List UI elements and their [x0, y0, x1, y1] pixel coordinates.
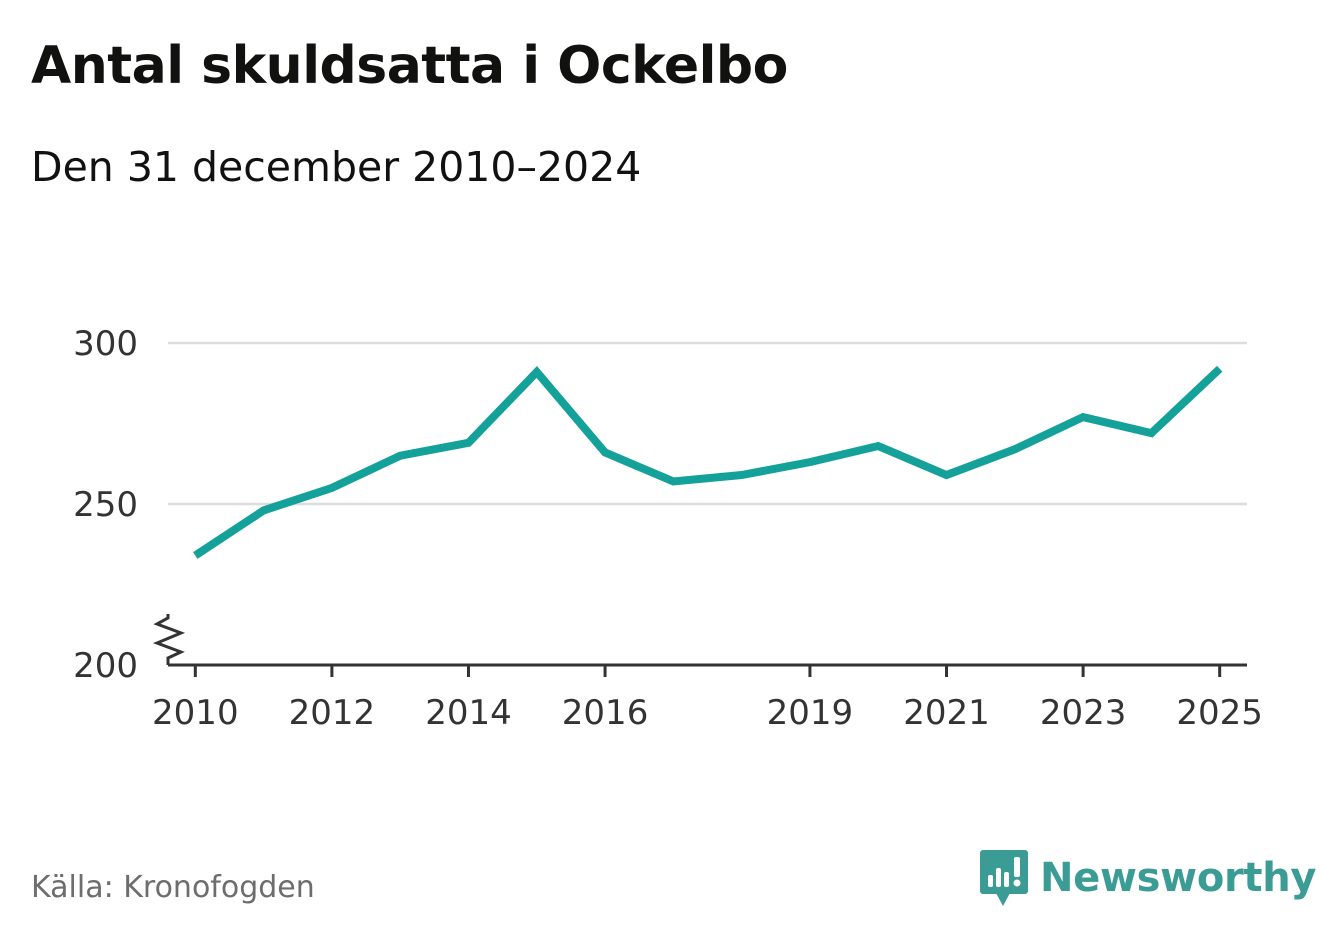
chart-title: Antal skuldsatta i Ockelbo — [31, 36, 788, 96]
newsworthy-icon — [980, 850, 1028, 906]
series-layer — [193, 365, 1223, 559]
x-tick-label-2019: 2019 — [767, 693, 854, 733]
axis-break-mark — [152, 614, 186, 665]
brand-logo: Newsworthy — [980, 848, 1317, 908]
x-tick-label-2016: 2016 — [562, 693, 649, 733]
x-axis — [152, 614, 1247, 667]
source-note: Källa: Kronofogden — [31, 870, 315, 905]
x-axis-tick-labels: 2010 2012 2014 2016 2019 2021 2023 2025 — [152, 665, 1263, 733]
y-tick-label-200: 200 — [73, 646, 138, 686]
x-tick-label-2021: 2021 — [903, 693, 990, 733]
x-tick-label-2014: 2014 — [425, 693, 512, 733]
brand-name: Newsworthy — [1040, 855, 1317, 901]
x-tick-label-2023: 2023 — [1040, 693, 1127, 733]
y-tick-label-300: 300 — [73, 324, 138, 364]
x-tick-label-2010: 2010 — [152, 693, 239, 733]
series-line-0 — [193, 365, 1223, 559]
x-tick-label-2012: 2012 — [289, 693, 376, 733]
y-axis-tick-labels: 200 250 300 — [73, 324, 138, 686]
chart-subtitle: Den 31 december 2010–2024 — [31, 143, 642, 191]
y-tick-label-250: 250 — [73, 485, 138, 525]
x-tick-label-2025: 2025 — [1176, 693, 1263, 733]
gridlines — [168, 341, 1247, 506]
